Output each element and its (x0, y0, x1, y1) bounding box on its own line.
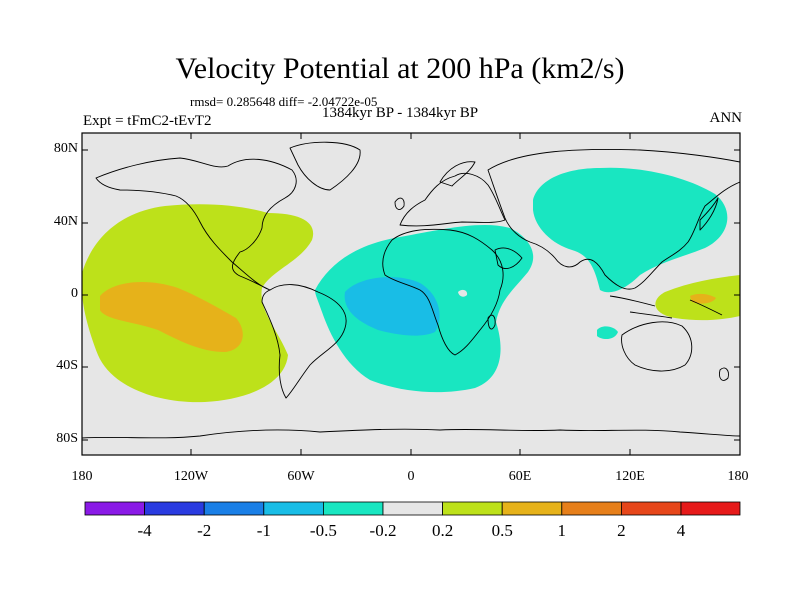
coastline-uk (394, 197, 405, 210)
coastline-new-zealand (719, 367, 729, 381)
lake-victoria (458, 289, 468, 297)
negative-anomaly-asia (533, 167, 728, 293)
coastline-africa (382, 228, 504, 356)
lon-label-180e: 180 (727, 469, 749, 484)
strong-positive-anomaly-pacific (100, 282, 243, 352)
coastline-australia (621, 321, 693, 372)
lat-label-0: 0 (71, 286, 78, 301)
colorbar-label: -1 (256, 521, 271, 540)
lon-label-120w: 120W (173, 469, 209, 484)
colorbar-box-5 (322, 501, 384, 516)
coastline-antarctica (82, 428, 740, 439)
coastline-japan (699, 197, 719, 231)
strong-positive-anomaly-west-pacific (690, 293, 716, 304)
colorbar-label: 0.2 (431, 521, 454, 540)
lon-label-0: 0 (407, 469, 415, 484)
colorbar-box-10 (621, 501, 682, 516)
colorbar-label: -4 (137, 521, 152, 540)
lon-label-180w: 180 (71, 469, 93, 484)
colorbar-box-8 (501, 501, 563, 516)
colorbar-box-4 (263, 501, 324, 516)
coastlines (82, 141, 740, 439)
season-label: ANN (709, 110, 743, 126)
coastline-europe (399, 173, 506, 227)
coastline-south-america (261, 284, 347, 399)
colorbar-box-11 (680, 501, 741, 516)
colorbar-box-3 (203, 501, 265, 516)
lon-label-60w: 60W (287, 469, 315, 484)
lon-label-120e: 120E (615, 469, 645, 484)
period-subtitle: 1384kyr BP - 1384kyr BP (322, 105, 479, 121)
colorbar-label: 1 (557, 521, 567, 540)
lat-label-80s: 80S (56, 431, 78, 446)
lat-label-80n: 80N (53, 141, 78, 156)
colorbar-box-1 (84, 501, 145, 516)
coastline-indonesia (609, 295, 723, 319)
colorbar-label: 2 (617, 521, 626, 540)
coastline-madagascar (487, 314, 496, 330)
colorbar-label: 4 (676, 521, 686, 540)
coastline-asia (487, 148, 740, 290)
colorbar-box-2 (144, 501, 205, 516)
map-title: Velocity Potential at 200 hPa (km2/s) (175, 52, 625, 85)
colorbar-label: 0.5 (491, 521, 513, 540)
colorbar-box-9 (561, 501, 622, 516)
coastline-scandinavia (439, 161, 476, 187)
lat-label-40n: 40N (53, 214, 78, 229)
colorbar-label: -0.5 (309, 521, 337, 540)
negative-anomaly-australia (597, 326, 618, 340)
colorbar-box-7 (442, 501, 503, 516)
stats-subtitle: rmsd= 0.285648 diff= -2.04722e-05 (190, 94, 378, 109)
colorbar-box-6 (382, 501, 443, 516)
colorbar-label: -2 (197, 521, 212, 540)
strong-negative-anomaly-atlantic (344, 277, 440, 336)
axis-ticks (82, 133, 740, 455)
coastline-north-america (95, 157, 297, 291)
colorbar-label: -0.2 (369, 521, 397, 540)
experiment-label: Expt = tFmC2-tEvT2 (83, 113, 212, 129)
coastline-greenland (289, 141, 361, 191)
lon-label-60e: 60E (508, 469, 532, 484)
coastline-arabia (494, 247, 523, 269)
colorbar (84, 501, 741, 516)
lat-label-40s: 40S (56, 358, 78, 373)
